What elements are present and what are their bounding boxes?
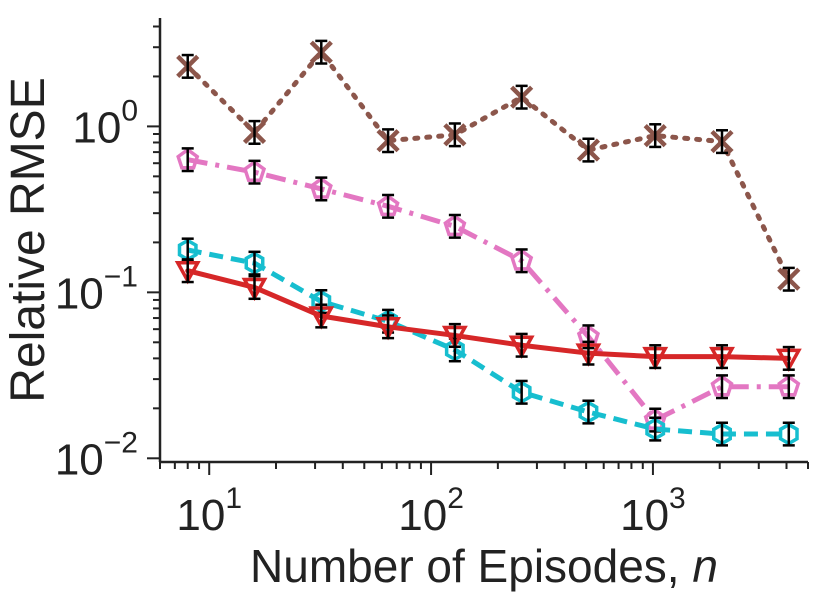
y-tick-label: 10−1: [55, 260, 138, 318]
y-axis-label: Relative RMSE: [2, 77, 55, 402]
x-axis-label: Number of Episodes, n: [250, 540, 718, 592]
x-tick-base: 10: [176, 491, 225, 540]
y-tick-exponent: 0: [121, 94, 138, 127]
series-cyan-hexagon-line: [187, 247, 789, 437]
y-tick-label: 10−2: [55, 426, 138, 484]
y-tick-base: 10: [55, 269, 104, 318]
series-pink-pentagon: [176, 147, 801, 433]
y-tick-base: 10: [55, 435, 104, 484]
series-red-triangle-line: [185, 268, 792, 361]
axes: [158, 18, 808, 464]
x-tick-label: 102: [398, 482, 464, 540]
x-tick-label: 103: [620, 482, 686, 540]
y-tick-label: 100: [72, 94, 138, 152]
x-tick-exponent: 2: [447, 482, 464, 515]
x-tick-base: 10: [398, 491, 447, 540]
series-brown-x-line: [185, 49, 792, 282]
y-tick-base: 10: [72, 103, 121, 152]
x-tick-base: 10: [620, 491, 669, 540]
x-axis-label-text: Number of Episodes,: [250, 540, 692, 592]
x-tick-exponent: 1: [225, 482, 242, 515]
y-tick-exponent: −1: [104, 260, 138, 293]
series-brown-x: [176, 39, 801, 292]
x-tick-label: 101: [176, 482, 242, 540]
x-tick-exponent: 3: [669, 482, 686, 515]
series-layer: [174, 39, 802, 447]
y-tick-exponent: −2: [104, 426, 138, 459]
series-pink-pentagon-line: [187, 157, 789, 423]
series-red-triangle: [174, 258, 802, 372]
x-axis-label-var: n: [692, 540, 718, 592]
